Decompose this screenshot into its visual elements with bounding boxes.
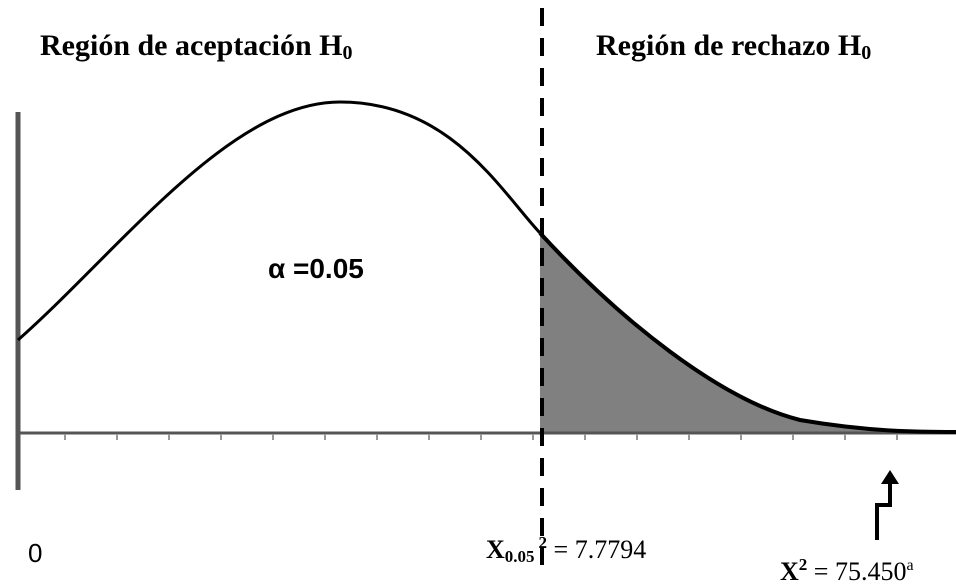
density-tail (538, 231, 956, 434)
title-sub: 0 (342, 42, 352, 64)
critical-label: X0.052 = 7.7794 (486, 533, 646, 566)
sup: 2 (539, 533, 548, 552)
sub: 0.05 (505, 547, 535, 566)
arrow-head (881, 470, 899, 484)
title-text: Región de rechazo H (596, 29, 861, 62)
title-text: Región de aceptación H (40, 29, 342, 62)
statistic-label: X2 = 75.450a (780, 555, 914, 586)
value-text: = 7.7794 (547, 535, 646, 564)
symbol: X (780, 557, 799, 586)
density-curve (17, 100, 542, 342)
title-sub: 0 (861, 42, 871, 64)
axis-ticks (64, 434, 898, 440)
note: a (906, 557, 913, 574)
left-title: Región de aceptación H0 (40, 29, 352, 64)
symbol: X (486, 535, 505, 564)
value-text: = 75.450 (807, 557, 906, 586)
right-title: Región de rechazo H0 (596, 29, 871, 64)
arrow (875, 482, 892, 540)
sup: 2 (799, 555, 808, 574)
alpha-label: α =0.05 (268, 253, 364, 284)
rejection-area (540, 233, 956, 433)
origin-label: 0 (28, 538, 42, 568)
